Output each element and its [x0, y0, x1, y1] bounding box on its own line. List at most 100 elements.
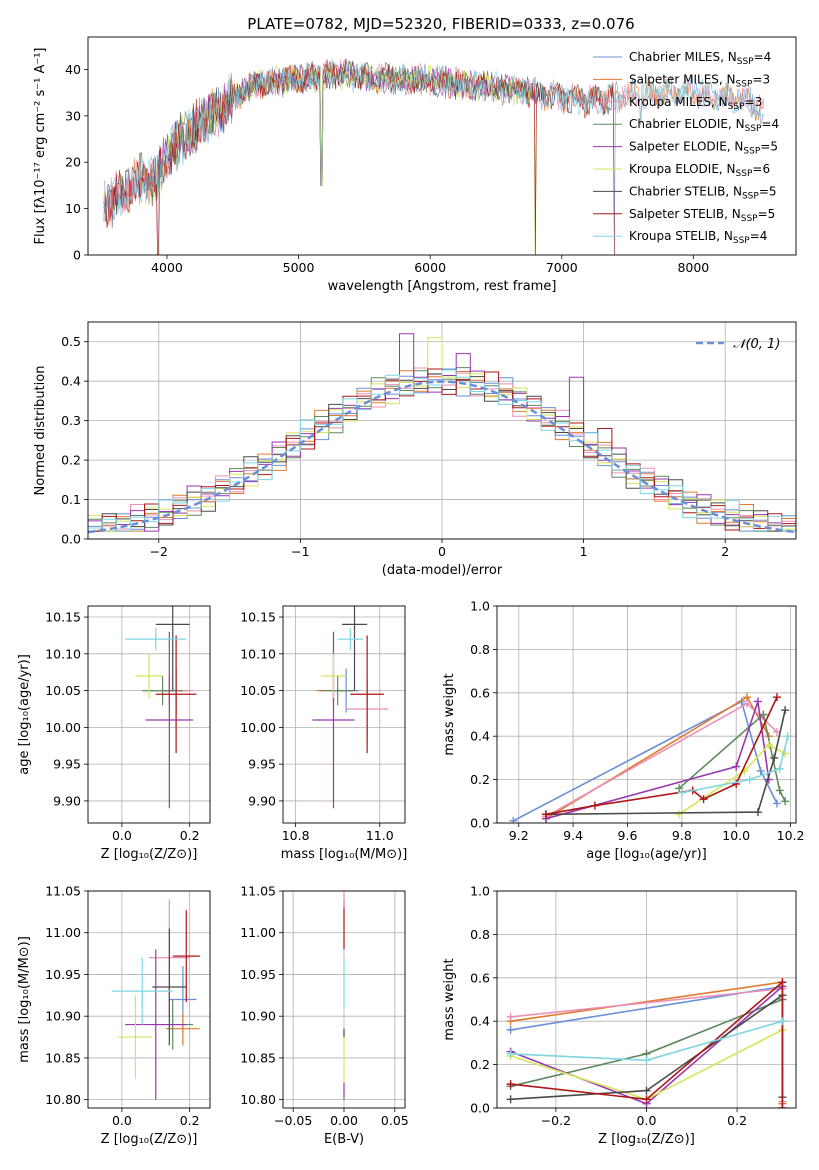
legend-suffix: =4: [761, 117, 779, 131]
x-tick-label: 9.8: [672, 828, 692, 843]
y-tick-label: 9.90: [248, 793, 276, 808]
legend-suffix: =5: [758, 207, 776, 221]
weight-marker: [775, 786, 784, 795]
y-tick-label: 0.2: [470, 772, 490, 787]
weight-line-series-7: [545, 696, 778, 816]
y-tick-label: 10.85: [45, 1050, 81, 1065]
legend-suffix: =5: [759, 184, 777, 198]
weight-marker: [778, 1017, 787, 1026]
legend-label: Salpeter STELIB, NSSP=5: [629, 207, 775, 224]
spectrum-panel: 4000 5000 6000 7000 8000 0 10 20 30 40 wavelength …: [33, 36, 797, 294]
legend-subscript: SSP: [743, 147, 760, 157]
weight-marker: [509, 816, 518, 823]
y-tick-label: 9.90: [53, 793, 81, 808]
y-tick-label: 10.00: [240, 720, 276, 735]
x-tick-label: 0.00: [330, 1113, 358, 1128]
weight-marker: [783, 732, 792, 741]
histogram-step-series-5: [88, 337, 796, 532]
legend-subscript: SSP: [728, 102, 745, 112]
y-tick-label: 10.85: [240, 1050, 276, 1065]
y-tick-label: 10.80: [240, 1092, 276, 1107]
y-tick-label: 30: [65, 108, 81, 123]
legend-label: Kroupa STELIB, NSSP=4: [629, 229, 767, 246]
x-tick-label: 7000: [546, 260, 578, 275]
weight-marker: [772, 799, 781, 808]
x-tick-label: 11.0: [366, 828, 394, 843]
figure-title: PLATE=0782, MJD=52320, FIBERID=0333, z=0…: [247, 15, 634, 33]
y-axis-label: age [log₁₀(age/yr)]: [17, 654, 32, 775]
y-tick-label: 10.15: [45, 610, 81, 625]
weight-marker: [781, 706, 790, 715]
y-tick-label: 0.0: [61, 532, 81, 547]
weight-marker: [772, 693, 781, 702]
weight-marker: [781, 797, 790, 806]
y-tick-label: 10.10: [240, 646, 276, 661]
weight-marker: [642, 1086, 651, 1095]
axes-frame: [87, 890, 211, 1109]
x-tick-label: 6000: [414, 260, 446, 275]
legend-label: Chabrier MILES, NSSP=4: [629, 50, 771, 67]
y-axis-label: Flux [fλ10⁻¹⁷ erg cm⁻² s⁻¹ A⁻¹]: [33, 48, 48, 245]
y-tick-label: 10.95: [240, 967, 276, 982]
legend-suffix: =5: [760, 140, 778, 154]
weight-marker: [675, 784, 684, 793]
y-tick-label: 1.0: [470, 884, 490, 899]
y-tick-label: 11.05: [45, 884, 81, 899]
y-tick-label: 10.90: [240, 1009, 276, 1024]
weight-marker: [506, 1012, 515, 1021]
legend-subscript: SSP: [741, 214, 758, 224]
weight-line-series-3: [678, 713, 786, 802]
x-tick-label: −0.05: [274, 1113, 312, 1128]
legend-subscript: SSP: [736, 79, 753, 89]
age-vs-z-points: [125, 606, 197, 809]
weight-marker: [732, 762, 741, 771]
y-tick-label: 0: [73, 248, 81, 263]
y-axis-label: mass weight: [442, 958, 457, 1040]
mass-vs-z-panel: 0.0 0.2 10.80 10.85 10.90 10.95 11.00 11.05 Z [l…: [17, 884, 211, 1147]
y-tick-label: 0.4: [61, 374, 81, 389]
y-tick-label: 1.0: [470, 599, 490, 614]
weight-marker: [770, 753, 779, 762]
legend-suffix: =3: [752, 72, 770, 86]
weight-marker: [756, 766, 765, 775]
legend-label: Kroupa ELODIE, NSSP=6: [629, 162, 770, 179]
weight-vs-age-lines: [509, 693, 792, 823]
y-tick-label: 9.95: [248, 757, 276, 772]
y-axis-label: mass weight: [442, 673, 457, 755]
weight-marker: [759, 710, 768, 719]
weight-marker: [642, 1056, 651, 1065]
x-tick-label: 10.0: [722, 828, 750, 843]
y-tick-label: 0.0: [470, 1101, 490, 1116]
x-tick-label: 10.2: [777, 828, 805, 843]
y-tick-label: 10.90: [45, 1009, 81, 1024]
y-tick-label: 0.8: [470, 642, 490, 657]
weight-marker: [677, 788, 686, 797]
weight-line-series-2: [545, 702, 778, 818]
y-tick-label: 10.05: [240, 683, 276, 698]
legend-subscript: SSP: [745, 124, 762, 134]
axes-frame: [282, 605, 406, 824]
legend-label: Salpeter MILES, NSSP=3: [629, 72, 770, 89]
weight-line-series-0: [512, 700, 778, 822]
x-tick-label: 0.2: [180, 828, 200, 843]
age-vs-mass-panel: 10.8 11.0 9.90 9.95 10.00 10.05 10.10 10.15 mass…: [240, 605, 407, 862]
axes-frame: [496, 890, 797, 1109]
age-vs-mass-points: [312, 606, 389, 809]
weight-marker: [775, 764, 784, 773]
legend-suffix: =6: [752, 162, 770, 176]
y-tick-label: 0.8: [470, 927, 490, 942]
weight-marker: [541, 810, 550, 819]
x-axis-label: E(B-V): [324, 1132, 364, 1147]
y-tick-label: 10.05: [45, 683, 81, 698]
x-tick-label: 0: [438, 544, 446, 559]
y-tick-label: 11.00: [45, 925, 81, 940]
y-tick-label: 10.15: [240, 610, 276, 625]
weight-marker: [699, 795, 708, 804]
spectrum-line-series-8: [103, 61, 764, 222]
x-tick-label: −2: [150, 544, 168, 559]
x-tick-label: 4000: [151, 260, 183, 275]
y-tick-label: 0.5: [61, 334, 81, 349]
x-tick-label: 1: [580, 544, 588, 559]
weight-marker: [781, 749, 790, 758]
x-axis-label: wavelength [Angstrom, rest frame]: [328, 279, 557, 294]
